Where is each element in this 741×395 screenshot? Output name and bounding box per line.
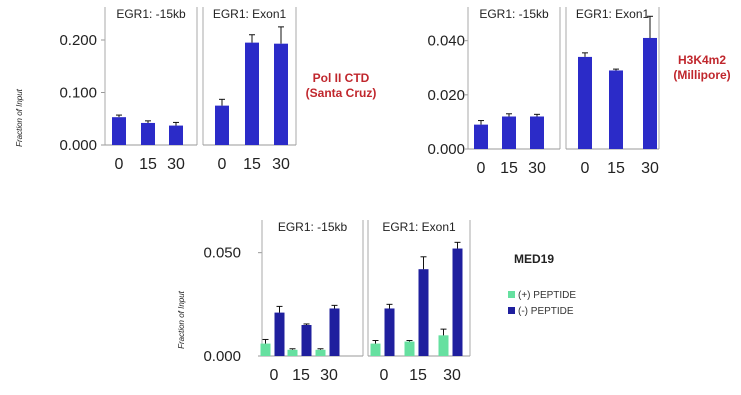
- legend-label: (-) PEPTIDE: [518, 306, 574, 317]
- chart-annotation: (Santa Cruz): [306, 86, 377, 100]
- x-tick-label: 30: [272, 156, 290, 173]
- x-tick-label: 0: [380, 367, 389, 384]
- legend-label: (+) PEPTIDE: [518, 290, 576, 301]
- x-tick-label: 15: [243, 156, 261, 173]
- y-tick-label: 0.050: [203, 245, 241, 262]
- bar: [141, 122, 155, 145]
- x-tick-label: 15: [409, 367, 427, 384]
- bar: [301, 325, 312, 356]
- y-axis-label: Fraction of Input: [177, 290, 186, 349]
- x-tick-label: 0: [270, 367, 279, 384]
- y-tick-label: 0.100: [59, 85, 97, 102]
- chart-annotation: H3K4m2: [678, 53, 726, 67]
- y-tick-label: 0.200: [59, 32, 97, 49]
- x-tick-label: 30: [320, 367, 338, 384]
- bar: [370, 343, 381, 356]
- x-tick-label: 15: [607, 160, 625, 177]
- bar: [404, 341, 415, 356]
- legend-swatch: [508, 291, 515, 298]
- bar: [274, 43, 288, 145]
- panel-title: EGR1: Exon1: [213, 7, 287, 21]
- x-tick-label: 30: [443, 367, 461, 384]
- bar: [245, 42, 259, 145]
- panel-1: EGR1: -15kb 0 15 30: [467, 7, 561, 177]
- bar: [260, 343, 271, 356]
- x-tick-label: 0: [477, 160, 486, 177]
- panel-title: EGR1: -15kb: [116, 7, 186, 21]
- bar: [452, 248, 463, 356]
- x-tick-label: 30: [528, 160, 546, 177]
- bar: [502, 116, 516, 149]
- panel-title: EGR1: Exon1: [382, 220, 456, 234]
- chart-annotation: MED19: [514, 252, 554, 266]
- x-tick-label: 30: [167, 156, 185, 173]
- bar: [609, 70, 623, 149]
- y-tick-label: 0.020: [427, 87, 465, 104]
- panel-2: EGR1: Exon1 0 15 30: [565, 7, 660, 177]
- bar: [474, 124, 488, 149]
- bar: [384, 308, 395, 356]
- bar: [274, 312, 285, 356]
- bar: [287, 349, 298, 356]
- chart-annotation: Pol II CTD: [313, 71, 370, 85]
- bar: [215, 105, 229, 145]
- y-tick-label: 0.000: [427, 141, 465, 158]
- bar: [315, 349, 326, 356]
- x-tick-label: 0: [218, 156, 227, 173]
- chart-annotation: (Millipore): [673, 68, 730, 82]
- bar: [169, 125, 183, 145]
- bar: [578, 56, 592, 149]
- x-tick-label: 15: [139, 156, 157, 173]
- x-tick-label: 30: [641, 160, 659, 177]
- panel-2: EGR1: Exon1 0 15 30: [367, 220, 471, 384]
- bar: [112, 117, 126, 145]
- x-tick-label: 15: [500, 160, 518, 177]
- bar: [530, 116, 544, 149]
- panel-title: EGR1: -15kb: [479, 7, 549, 21]
- panel-1: EGR1: -15kb 0 15 30: [104, 7, 198, 173]
- y-axis-label: Fraction of Input: [15, 88, 24, 147]
- y-tick-label: 0.040: [427, 33, 465, 50]
- x-tick-label: 0: [115, 156, 124, 173]
- bar: [643, 37, 657, 150]
- y-tick-label: 0.000: [203, 348, 241, 365]
- x-tick-label: 0: [581, 160, 590, 177]
- bar: [438, 335, 449, 356]
- panel-title: EGR1: -15kb: [278, 220, 348, 234]
- x-tick-label: 15: [292, 367, 310, 384]
- panel-title: EGR1: Exon1: [576, 7, 650, 21]
- chart-1: 0.000 0.100 0.200 Fraction of Input EGR1: -1…: [15, 7, 376, 173]
- legend-swatch: [508, 307, 515, 314]
- bar: [418, 269, 429, 356]
- panel-2: EGR1: Exon1 0 15 30: [202, 7, 297, 173]
- bar: [329, 308, 340, 356]
- panel-1: EGR1: -15kb 0 15 30: [260, 220, 364, 384]
- y-tick-label: 0.000: [59, 137, 97, 154]
